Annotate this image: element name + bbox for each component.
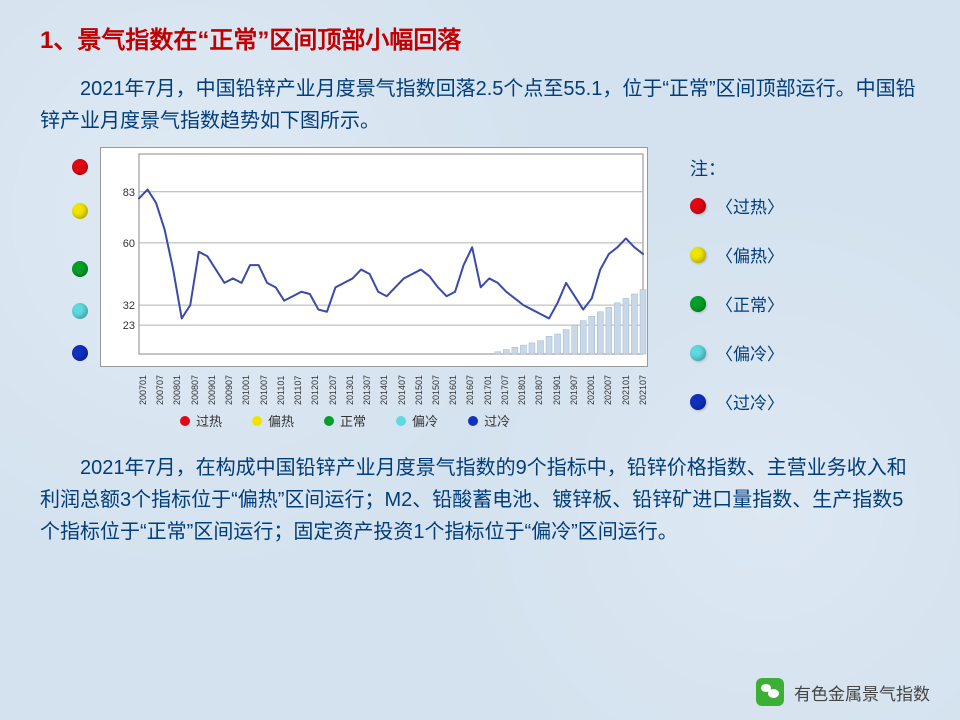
x-tick-label: 201407 xyxy=(397,369,407,405)
threshold-dot-icon xyxy=(72,203,88,219)
legend-bottom-dot-icon xyxy=(468,416,478,426)
svg-text:23: 23 xyxy=(123,320,135,332)
threshold-dot-icon xyxy=(72,345,88,361)
x-tick-label: 201707 xyxy=(500,369,510,405)
threshold-dot-icon xyxy=(72,159,88,175)
legend-label: 〈偏冷〉 xyxy=(716,340,784,365)
x-tick-label: 202101 xyxy=(621,369,631,405)
legend-item: 〈偏热〉 xyxy=(690,242,784,267)
x-tick-label: 200701 xyxy=(138,369,148,405)
legend-bottom-label: 偏热 xyxy=(268,411,294,430)
legend-label: 〈正常〉 xyxy=(716,291,784,316)
x-tick-label: 202107 xyxy=(638,369,648,405)
x-tick-label: 201101 xyxy=(276,369,286,405)
x-tick-label: 201307 xyxy=(362,369,372,405)
x-tick-label: 201907 xyxy=(569,369,579,405)
x-tick-label: 201507 xyxy=(431,369,441,405)
legend-bottom-item: 偏热 xyxy=(252,411,294,430)
chart-legend-bottom: 过热 偏热 正常 偏冷 过冷 xyxy=(180,411,660,430)
legend-label: 〈过冷〉 xyxy=(716,389,784,414)
x-tick-label: 201701 xyxy=(483,369,493,405)
x-tick-label: 200801 xyxy=(172,369,182,405)
legend-dot-icon xyxy=(690,247,706,263)
legend-label: 〈偏热〉 xyxy=(716,242,784,267)
x-tick-label: 201301 xyxy=(345,369,355,405)
x-tick-label: 201601 xyxy=(448,369,458,405)
x-tick-label: 200901 xyxy=(207,369,217,405)
legend-dot-icon xyxy=(690,296,706,312)
x-tick-label: 201607 xyxy=(465,369,475,405)
legend-bottom-label: 过冷 xyxy=(484,411,510,430)
x-tick-label: 201901 xyxy=(552,369,562,405)
legend-bottom-dot-icon xyxy=(180,416,190,426)
legend-bottom-item: 过热 xyxy=(180,411,222,430)
chart-row: 23326083 2007012007072008012008072009012… xyxy=(100,147,920,438)
line-chart: 23 32 60 83 xyxy=(100,147,648,367)
paragraph-1: 2021年7月，中国铅锌产业月度景气指数回落2.5个点至55.1，位于“正常”区… xyxy=(40,73,920,137)
threshold-dot-icon xyxy=(72,303,88,319)
x-tick-label: 202007 xyxy=(603,369,613,405)
x-tick-label: 201001 xyxy=(241,369,251,405)
legend-item: 〈过冷〉 xyxy=(690,389,784,414)
legend-side: 注： 〈过热〉〈偏热〉〈正常〉〈偏冷〉〈过冷〉 xyxy=(690,155,784,438)
legend-bottom-item: 偏冷 xyxy=(396,411,438,430)
footer: 有色金属景气指数 xyxy=(756,678,930,706)
chart-block: 23326083 2007012007072008012008072009012… xyxy=(100,147,660,430)
legend-bottom-dot-icon xyxy=(252,416,262,426)
x-tick-label: 201201 xyxy=(310,369,320,405)
threshold-dot-icon xyxy=(72,261,88,277)
svg-text:83: 83 xyxy=(123,187,135,199)
x-tick-label: 201207 xyxy=(328,369,338,405)
legend-bottom-label: 正常 xyxy=(340,411,366,430)
paragraph-2: 2021年7月，在构成中国铅锌产业月度景气指数的9个指标中，铅锌价格指数、主营业… xyxy=(40,452,920,548)
legend-bottom-label: 偏冷 xyxy=(412,411,438,430)
svg-text:60: 60 xyxy=(123,238,135,250)
legend-bottom-dot-icon xyxy=(324,416,334,426)
legend-label: 〈过热〉 xyxy=(716,193,784,218)
legend-item: 〈过热〉 xyxy=(690,193,784,218)
footer-text: 有色金属景气指数 xyxy=(794,680,930,705)
x-tick-label: 200807 xyxy=(190,369,200,405)
svg-text:32: 32 xyxy=(123,300,135,312)
legend-bottom-item: 过冷 xyxy=(468,411,510,430)
x-tick-label: 201107 xyxy=(293,369,303,405)
x-tick-label: 201807 xyxy=(534,369,544,405)
legend-item: 〈正常〉 xyxy=(690,291,784,316)
x-tick-label: 200707 xyxy=(155,369,165,405)
x-axis-labels: 200701 200707 200801 200807 200901 200907 2010… xyxy=(100,367,648,405)
legend-bottom-item: 正常 xyxy=(324,411,366,430)
legend-bottom-label: 过热 xyxy=(196,411,222,430)
content-area: 1、景气指数在“正常”区间顶部小幅回落 2021年7月，中国铅锌产业月度景气指数… xyxy=(0,0,960,578)
legend-bottom-dot-icon xyxy=(396,416,406,426)
legend-dot-icon xyxy=(690,345,706,361)
x-tick-label: 202001 xyxy=(586,369,596,405)
x-tick-label: 201401 xyxy=(379,369,389,405)
legend-dot-icon xyxy=(690,198,706,214)
legend-note: 注： xyxy=(690,155,784,181)
section-title: 1、景气指数在“正常”区间顶部小幅回落 xyxy=(40,20,920,55)
x-tick-label: 201007 xyxy=(259,369,269,405)
wechat-icon xyxy=(756,678,784,706)
legend-dot-icon xyxy=(690,394,706,410)
x-tick-label: 201801 xyxy=(517,369,527,405)
x-tick-label: 200907 xyxy=(224,369,234,405)
x-tick-label: 201501 xyxy=(414,369,424,405)
legend-item: 〈偏冷〉 xyxy=(690,340,784,365)
